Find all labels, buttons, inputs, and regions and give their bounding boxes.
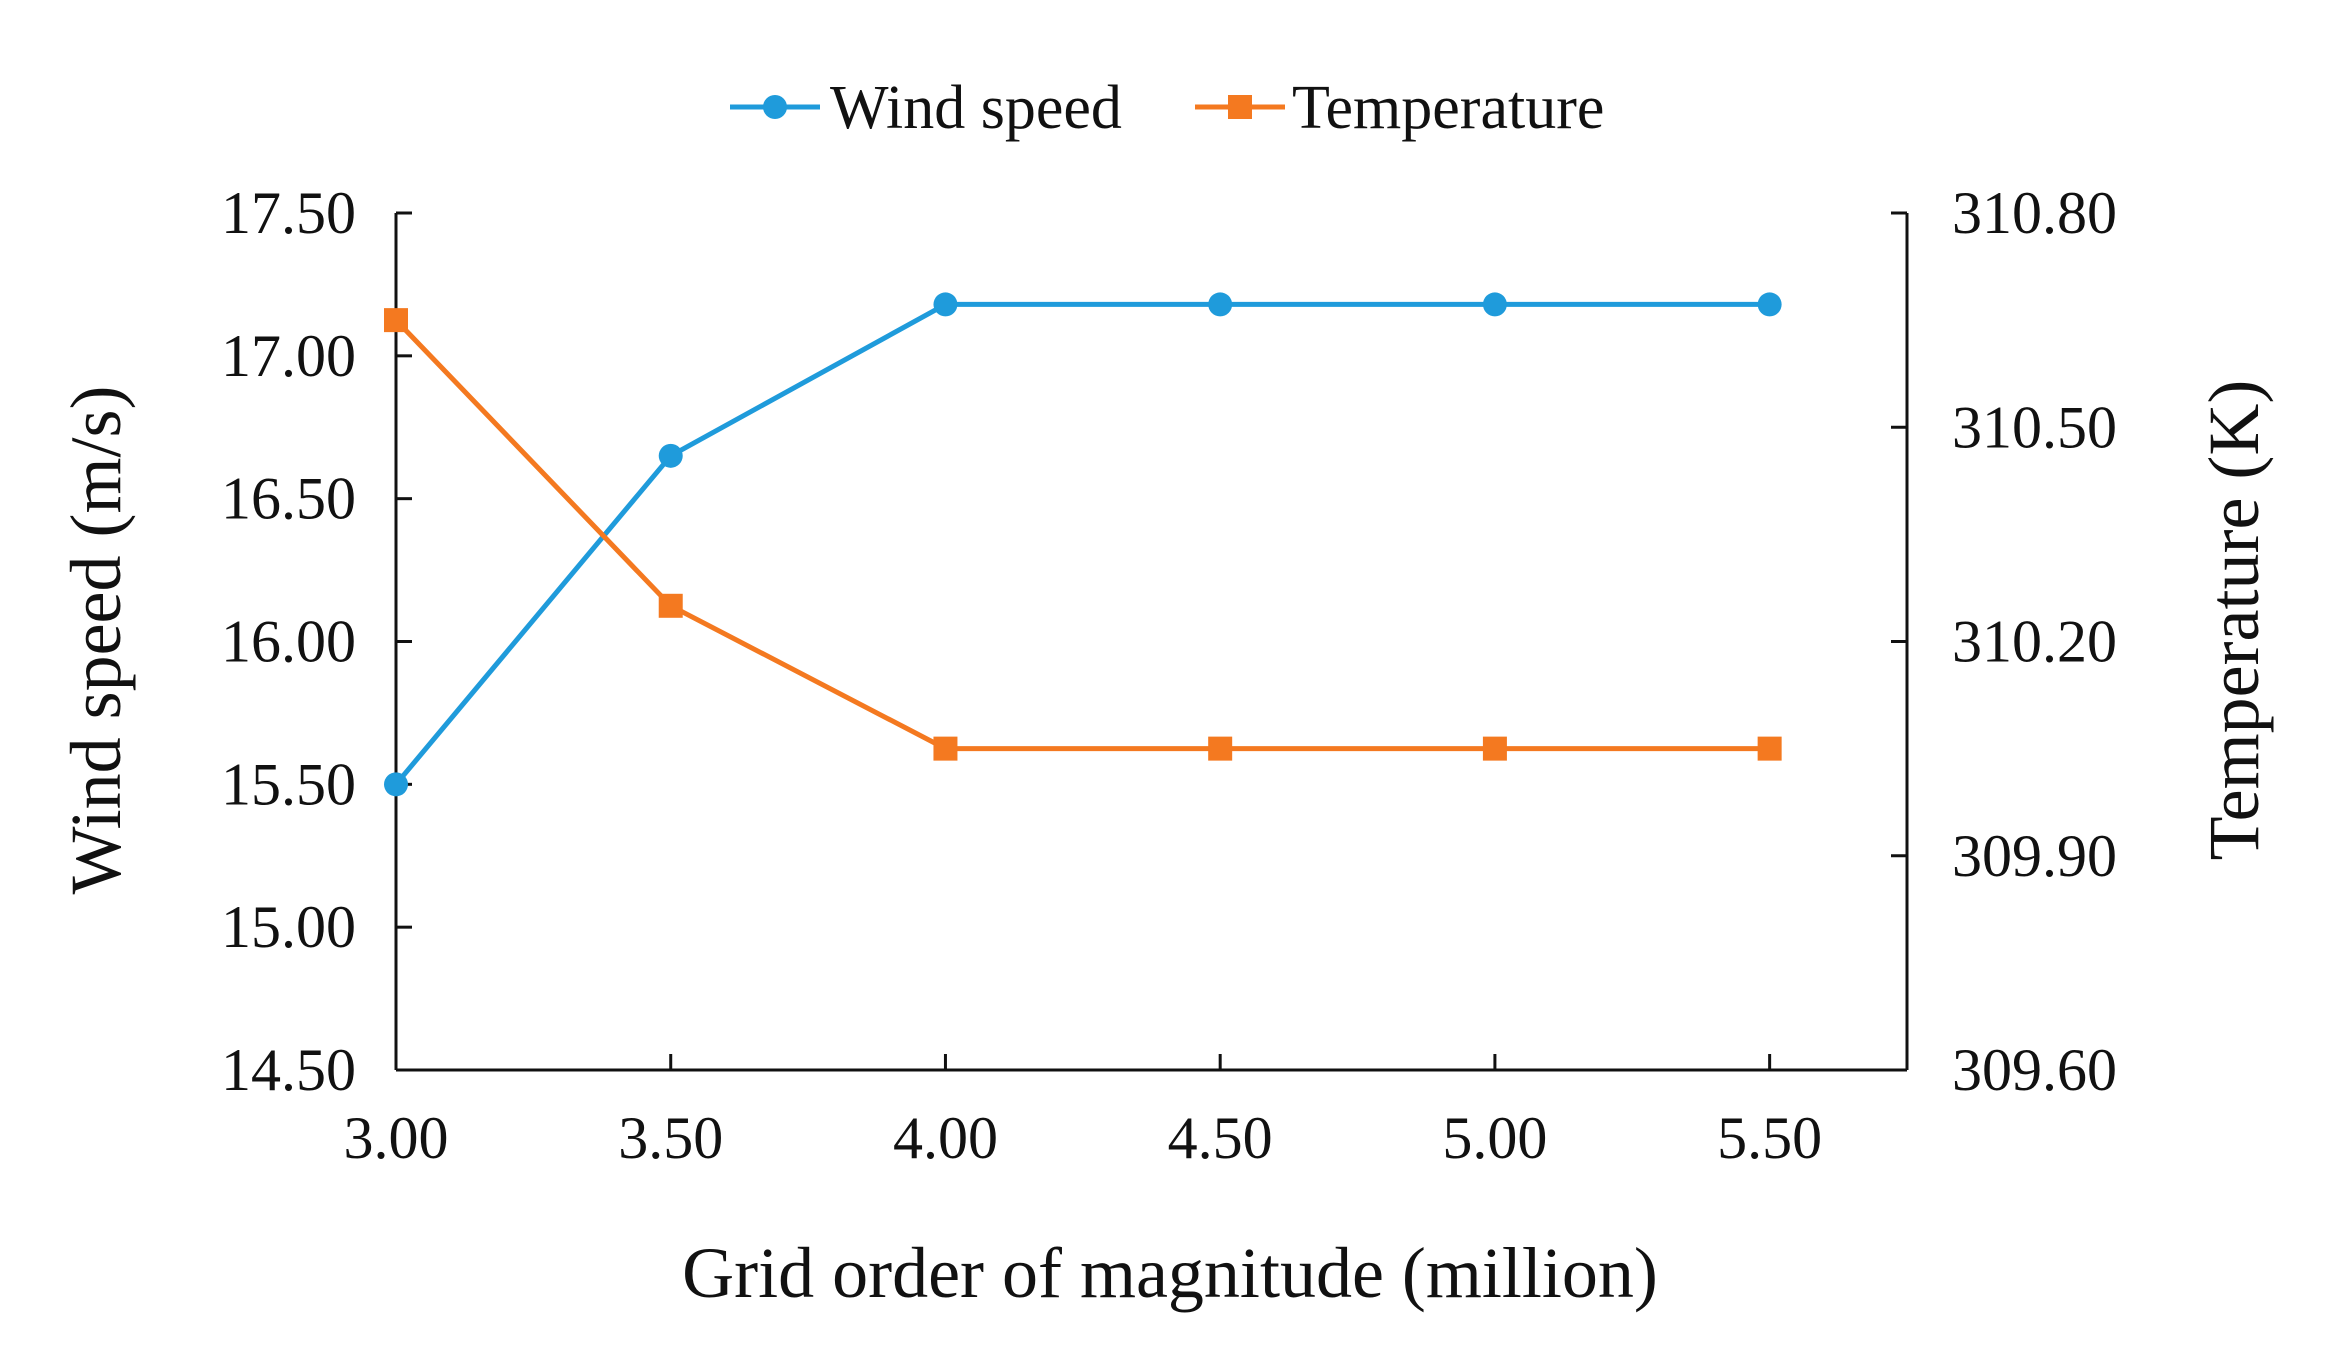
left-y-tick-label: 15.00: [221, 894, 356, 960]
x-tick-label: 3.50: [618, 1105, 723, 1171]
legend-label-wind-speed: Wind speed: [830, 74, 1122, 142]
x-tick-label: 4.00: [893, 1105, 998, 1171]
x-tick-label: 5.50: [1717, 1105, 1822, 1171]
data-point-wind-speed: [384, 772, 408, 797]
data-point-wind-speed: [1757, 292, 1782, 317]
right-y-tick-label: 310.50: [1952, 394, 2117, 460]
legend-item-temperature: Temperature: [1195, 74, 1604, 142]
left-y-tick-label: 14.50: [221, 1037, 356, 1103]
legend-item-wind-speed: Wind speed: [730, 74, 1122, 142]
left-y-tick-label: 15.50: [221, 751, 356, 817]
right-y-tick-label: 309.60: [1952, 1037, 2117, 1103]
data-point-wind-speed: [1208, 292, 1233, 317]
x-tick-label: 3.00: [344, 1105, 449, 1171]
data-point-wind-speed: [658, 443, 683, 468]
legend: Wind speed Temperature: [730, 74, 1604, 142]
legend-marker-wind-speed: [763, 95, 787, 119]
right-y-ticks: 309.60 309.90 310.20 310.50 310.80: [1891, 180, 2117, 1103]
data-point-wind-speed: [1482, 292, 1507, 317]
left-y-tick-label: 17.00: [221, 323, 356, 389]
left-y-tick-label: 16.50: [221, 466, 356, 532]
right-y-tick-label: 310.80: [1952, 180, 2117, 246]
right-y-tick-label: 309.90: [1952, 823, 2117, 889]
left-y-axis-title: Wind speed (m/s): [56, 386, 136, 895]
right-y-axis-title: Temperature (K): [2194, 380, 2274, 861]
left-y-ticks: 14.50 15.00 15.50 16.00 16.50 17.00 17.50: [221, 180, 412, 1103]
data-point-temperature: [933, 736, 958, 761]
x-ticks: 3.00 3.50 4.00 4.50 5.00 5.50: [344, 1054, 1822, 1171]
legend-marker-temperature: [1228, 95, 1252, 119]
series-line-wind-speed: [394, 301, 1770, 786]
x-tick-label: 4.50: [1168, 1105, 1273, 1171]
left-y-tick-label: 17.50: [221, 180, 356, 246]
data-point-temperature: [384, 308, 408, 333]
x-tick-label: 5.00: [1442, 1105, 1547, 1171]
x-axis-title: Grid order of magnitude (million): [682, 1233, 1658, 1313]
data-point-wind-speed: [933, 292, 958, 317]
legend-label-temperature: Temperature: [1292, 74, 1604, 142]
series-line-temperature: [394, 318, 1770, 752]
right-y-tick-label: 310.20: [1952, 609, 2117, 675]
data-point-temperature: [658, 593, 683, 618]
data-point-temperature: [1208, 736, 1233, 761]
data-point-temperature: [1757, 736, 1782, 761]
data-point-temperature: [1482, 736, 1507, 761]
left-y-tick-label: 16.00: [221, 609, 356, 675]
series-layer: [384, 292, 1782, 797]
